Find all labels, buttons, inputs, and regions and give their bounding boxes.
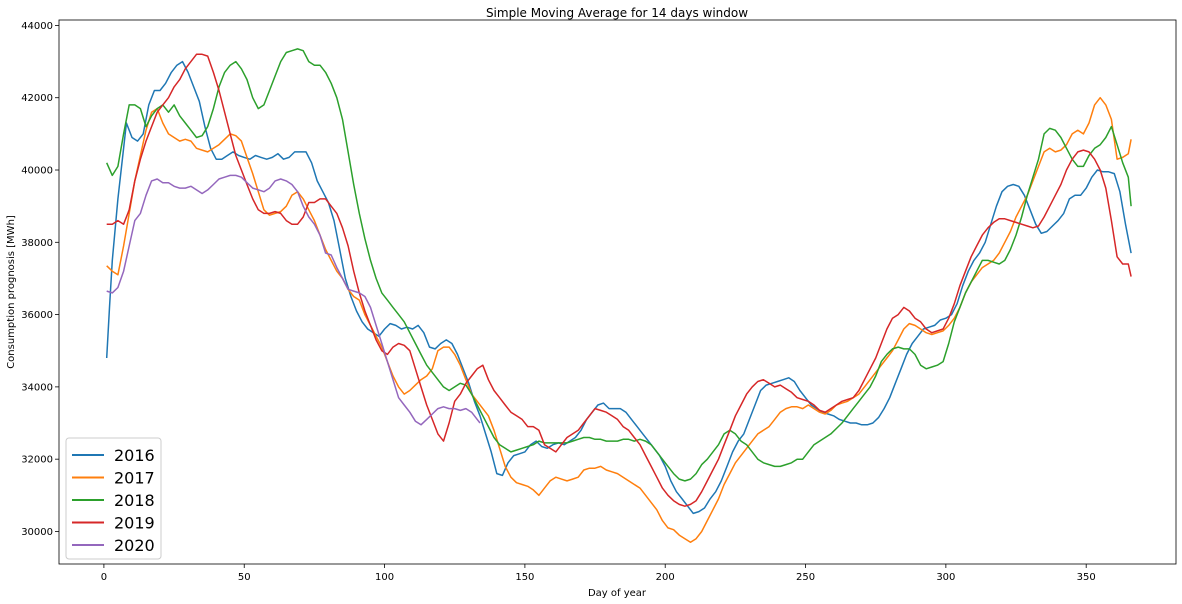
legend-label-2020: 2020 [114,536,155,555]
y-tick-label: 42000 [21,93,53,104]
x-axis-label: Day of year [588,588,647,599]
legend-label-2016: 2016 [114,446,155,465]
plot-area [59,20,1176,564]
chart-title: Simple Moving Average for 14 days window [486,6,748,20]
y-tick-label: 30000 [21,527,53,538]
legend-entries: 2016 2017 2018 2019 2020 [72,446,155,555]
x-tick-label: 250 [796,572,815,583]
y-tick-label: 34000 [21,382,53,393]
legend-label-2019: 2019 [114,514,155,533]
x-tick-label: 50 [238,572,251,583]
y-tick-label: 40000 [21,166,53,177]
series-layer [105,48,1132,544]
y-tick-label: 44000 [21,21,53,32]
plot-frame [58,19,1177,565]
y-tick-label: 36000 [21,310,53,321]
x-axis-ticks: 0 50 100 150 200 250 300 350 [101,564,1096,583]
legend-box [65,437,162,560]
y-axis-label: Consumption prognosis [MWh] [6,215,17,369]
y-axis-ticks: 30000 32000 34000 36000 38000 40000 42000 44000 [21,21,59,538]
x-tick-label: 150 [515,572,534,583]
x-tick-label: 0 [101,572,107,583]
y-tick-label: 32000 [21,455,53,466]
legend: 2016 2017 2018 2019 2020 [65,437,162,560]
series-line-2018 [106,48,1132,482]
series-line-2016 [105,60,1132,515]
series-line-2020 [106,174,481,426]
x-tick-label: 300 [936,572,955,583]
legend-label-2017: 2017 [114,469,155,488]
x-tick-label: 100 [375,572,394,583]
x-tick-label: 200 [656,572,675,583]
legend-label-2018: 2018 [114,491,155,510]
series-line-2019 [106,53,1132,507]
x-tick-label: 350 [1077,572,1096,583]
y-tick-label: 38000 [21,238,53,249]
